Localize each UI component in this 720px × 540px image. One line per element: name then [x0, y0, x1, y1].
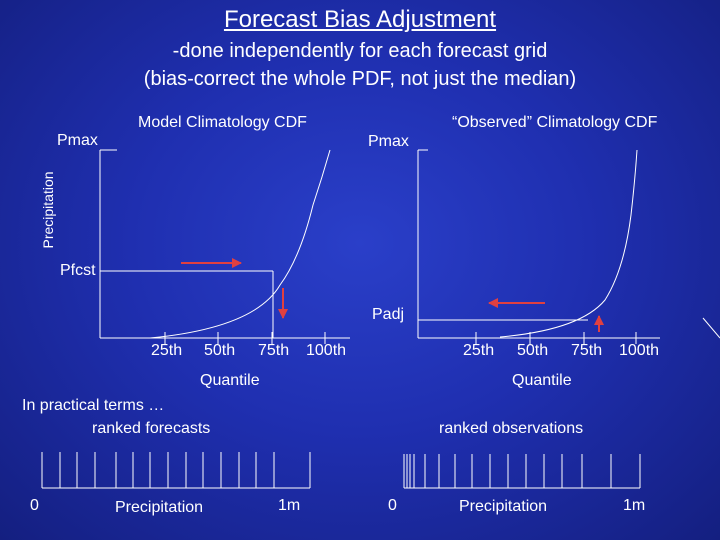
left-ranked-strip	[41, 452, 311, 489]
left-tick-50th: 50th	[204, 342, 236, 359]
ranked-forecasts-caption: ranked forecasts	[92, 420, 211, 437]
slide-subtitle-line1: -done independently for each forecast gr…	[172, 40, 548, 62]
right-strip-zero: 0	[388, 497, 397, 514]
padj-label: Padj	[372, 306, 405, 323]
left-pmax-label: Pmax	[57, 132, 98, 149]
right-tick-50th: 50th	[517, 342, 549, 359]
right-tick-75th: 75th	[571, 342, 603, 359]
right-pmax-label: Pmax	[368, 133, 409, 150]
ranked-observations-caption: ranked observations	[439, 420, 584, 437]
pfcst-label: Pfcst	[60, 262, 96, 279]
right-tick-100th: 100th	[619, 342, 660, 359]
right-ranked-strip	[403, 454, 641, 489]
right-strip-1m: 1m	[623, 497, 646, 514]
slide-subtitle-line2: (bias-correct the whole PDF, not just th…	[143, 68, 577, 90]
left-cdf-curve	[149, 149, 331, 339]
practical-heading: In practical terms …	[22, 397, 165, 414]
left-tick-100th: 100th	[306, 342, 347, 359]
right-strip-precip-label: Precipitation	[459, 498, 548, 515]
left-strip-1m: 1m	[278, 497, 301, 514]
left-xlabel: Quantile	[200, 372, 260, 389]
left-panel-title: Model Climatology CDF	[138, 114, 307, 131]
left-tick-75th: 75th	[258, 342, 290, 359]
right-cdf-curve	[499, 149, 638, 338]
corner-slash	[702, 317, 720, 339]
left-tick-25th: 25th	[151, 342, 183, 359]
slide-title: Forecast Bias Adjustment	[223, 6, 497, 33]
right-panel-title: “Observed” Climatology CDF	[452, 114, 658, 131]
left-strip-zero: 0	[30, 497, 39, 514]
right-xlabel: Quantile	[512, 372, 572, 389]
right-tick-25th: 25th	[463, 342, 495, 359]
left-strip-precip-label: Precipitation	[115, 499, 204, 516]
